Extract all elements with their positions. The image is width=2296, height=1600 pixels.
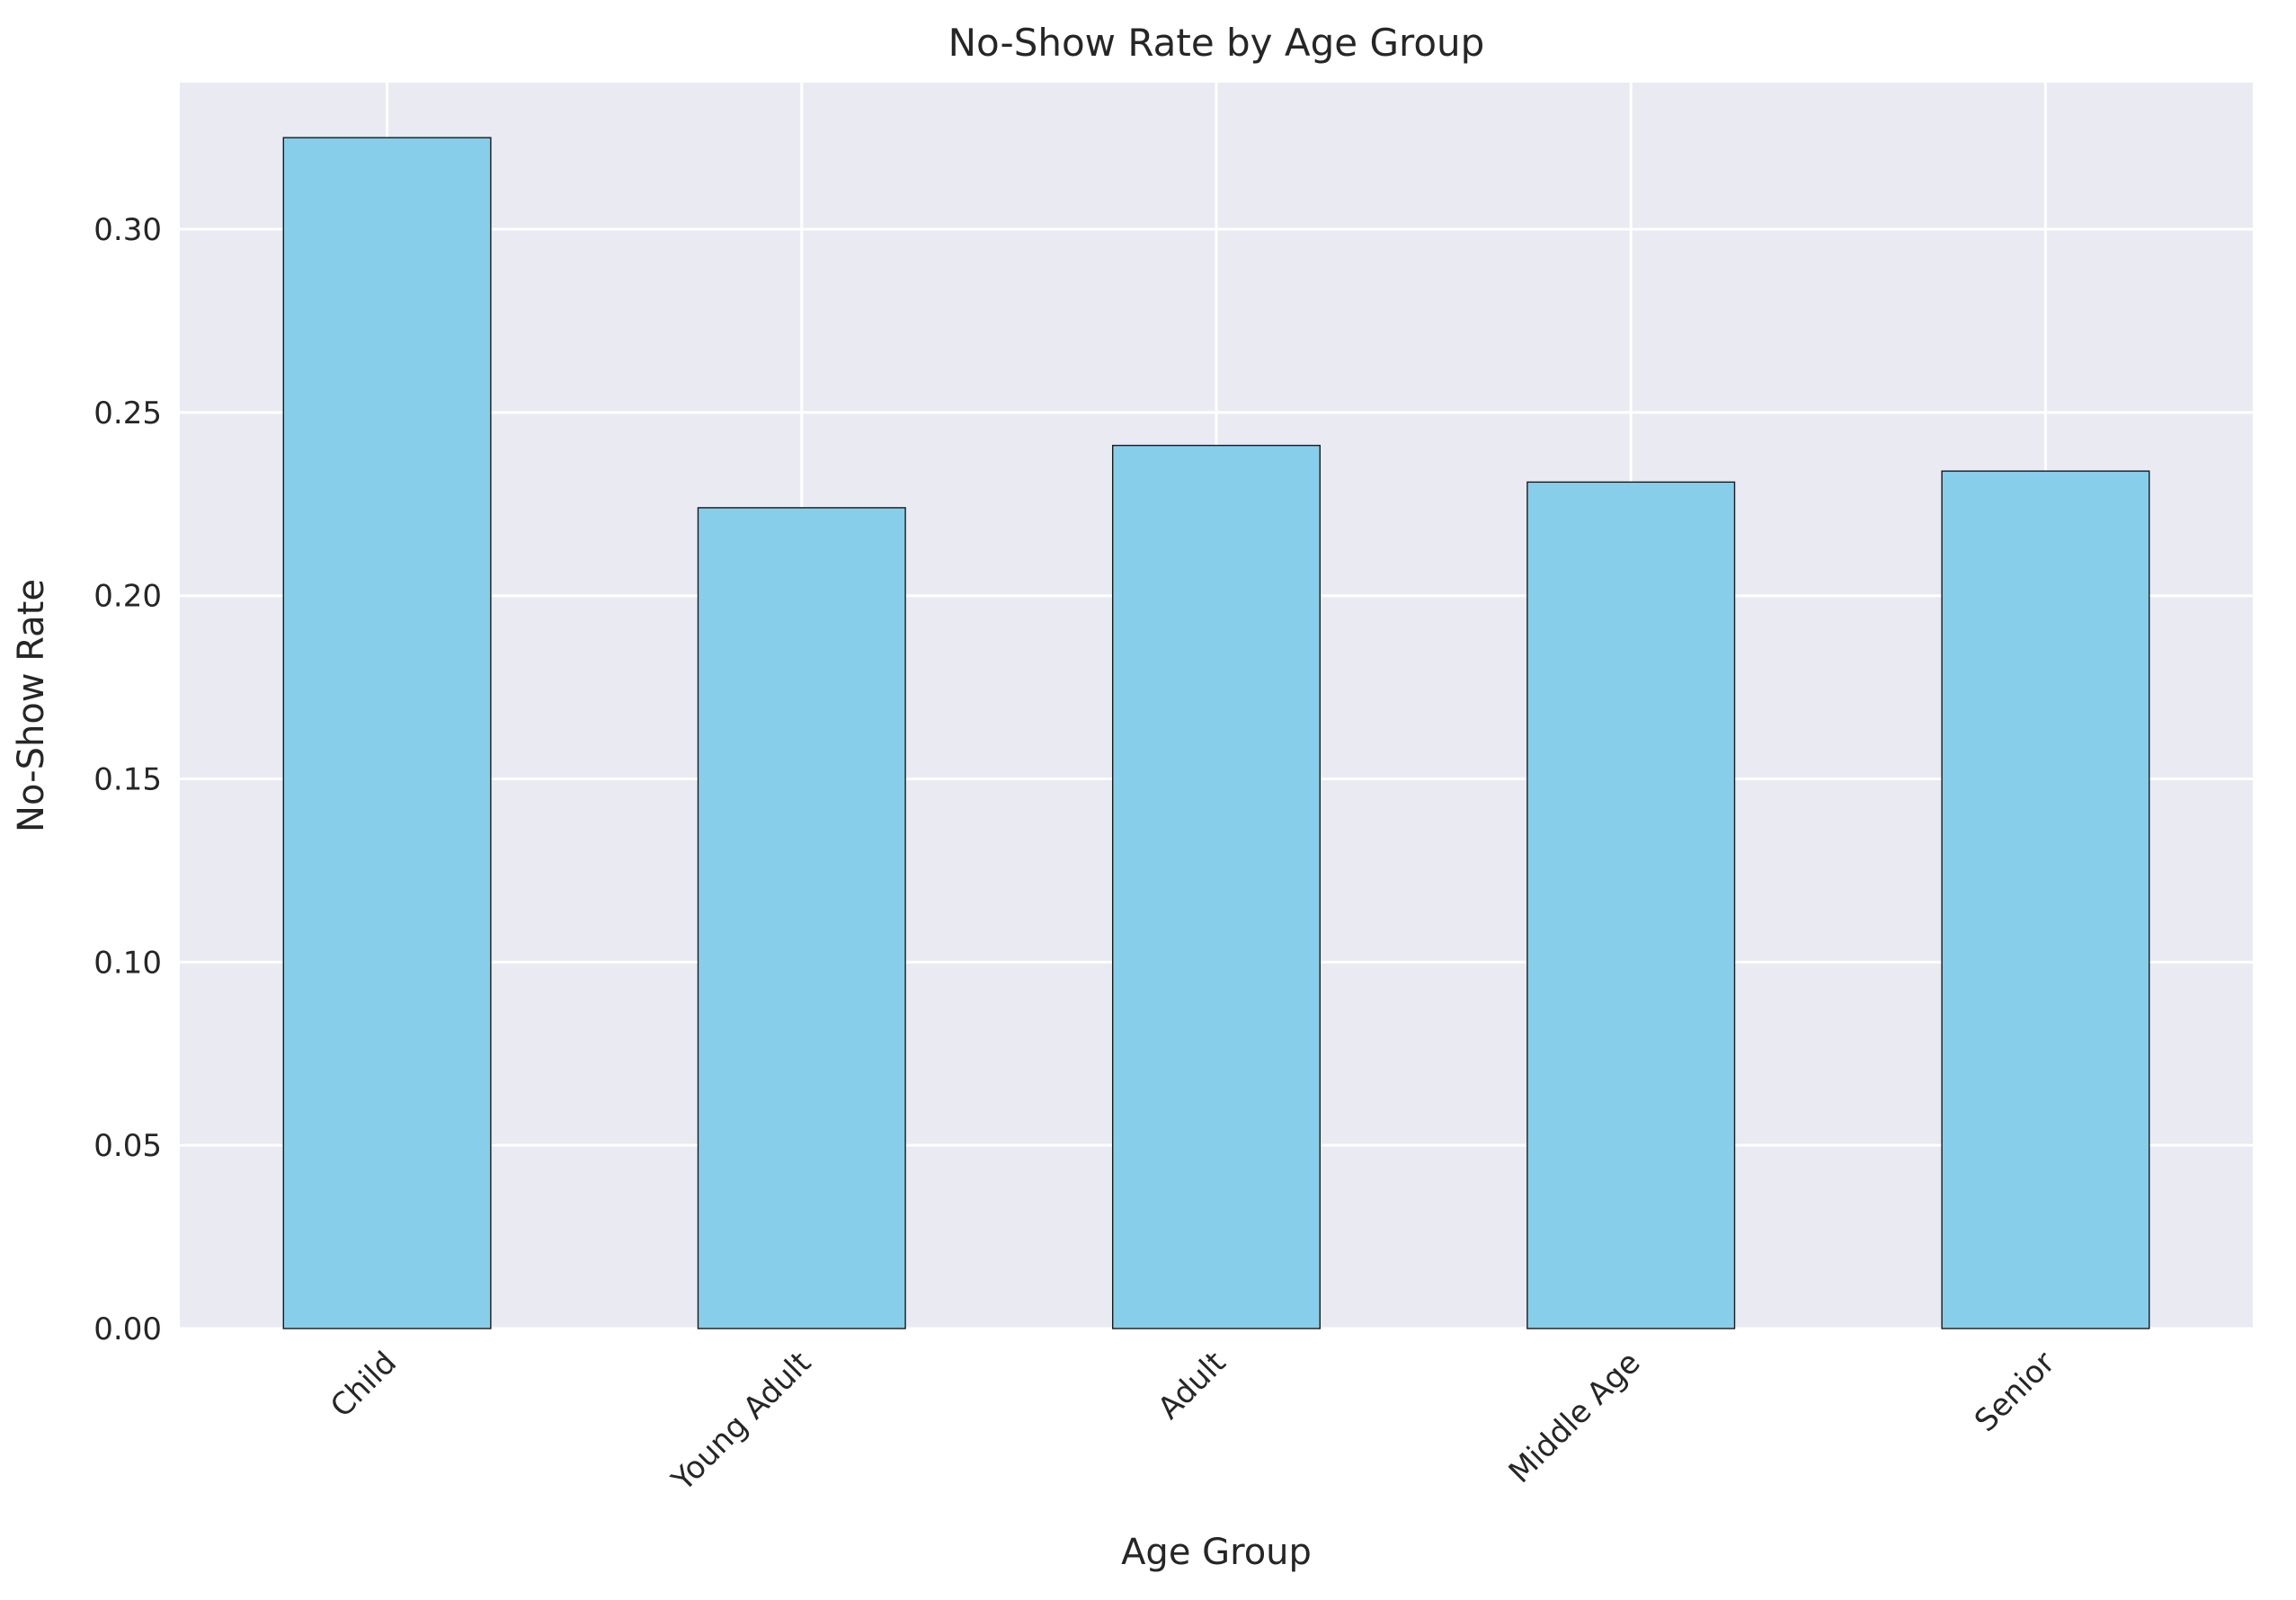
y-tick-label: 0.05: [93, 1128, 162, 1164]
chart-title: No-Show Rate by Age Group: [948, 21, 1485, 65]
x-tick-label: Adult: [1151, 1345, 1233, 1427]
bar-young-adult: [697, 507, 906, 1329]
bars: [282, 137, 2150, 1329]
y-tick-label: 0.00: [93, 1311, 162, 1347]
x-axis-title: Age Group: [1121, 1532, 1312, 1573]
x-tick-label: Young Adult: [664, 1345, 818, 1498]
bar-middle-age: [1526, 481, 1736, 1329]
y-tick-label: 0.15: [93, 762, 162, 798]
y-axis-title: No-Show Rate: [11, 579, 52, 832]
bar-child: [282, 137, 492, 1329]
x-tick-label: Child: [324, 1345, 404, 1425]
x-tick-label: Middle Age: [1502, 1345, 1648, 1490]
y-tick-label: 0.30: [93, 212, 162, 248]
y-tick-labels: 0.00 0.05 0.10 0.15 0.20 0.25 0.30: [93, 212, 162, 1347]
x-tick-labels: Child Young Adult Adult Middle Age Senior: [324, 1345, 2062, 1498]
y-tick-label: 0.10: [93, 945, 162, 981]
x-tick-label: Senior: [1968, 1345, 2062, 1439]
bar-adult: [1111, 444, 1321, 1329]
bar-senior: [1941, 470, 2150, 1329]
y-tick-label: 0.25: [93, 396, 162, 431]
y-tick-label: 0.20: [93, 579, 162, 615]
